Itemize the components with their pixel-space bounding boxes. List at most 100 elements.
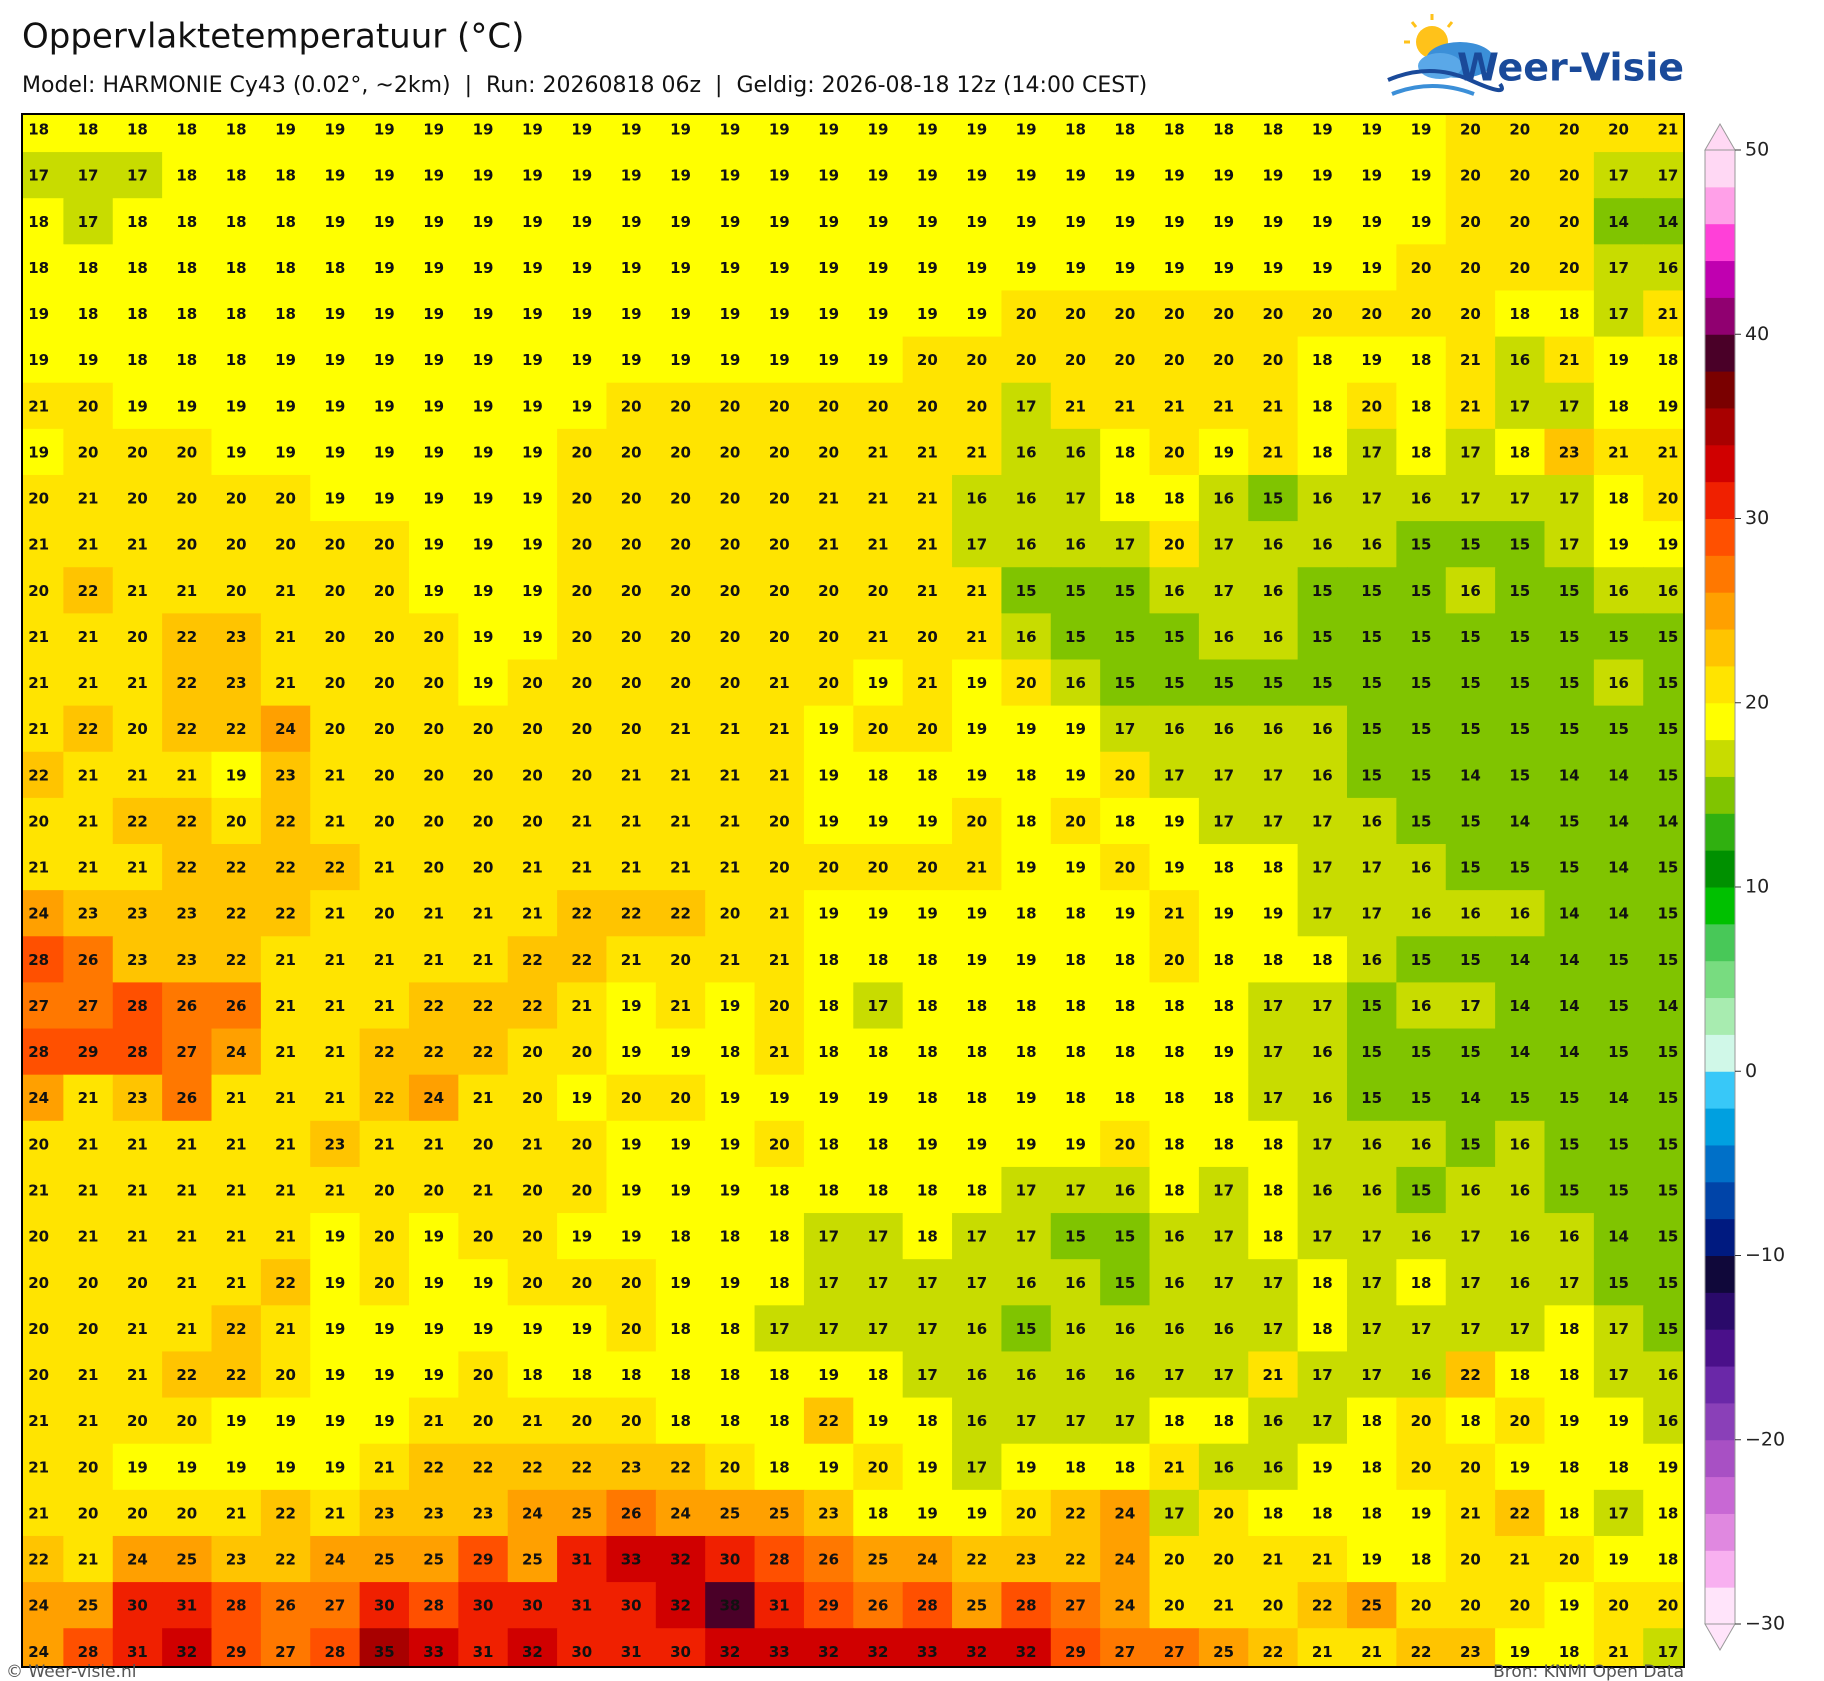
temperature-label: 19 bbox=[374, 1320, 395, 1338]
temperature-label: 21 bbox=[1263, 397, 1284, 415]
temperature-cell bbox=[1297, 982, 1348, 1030]
temperature-label: 18 bbox=[1114, 443, 1135, 461]
temperature-label: 14 bbox=[1460, 766, 1481, 784]
temperature-label: 15 bbox=[1559, 582, 1580, 600]
temperature-cell bbox=[260, 659, 311, 707]
temperature-cell bbox=[458, 1028, 509, 1076]
temperature-cell bbox=[952, 114, 1002, 153]
colorbar-tick-label: 50 bbox=[1745, 139, 1769, 161]
temperature-label: 20 bbox=[324, 536, 345, 554]
temperature-label: 21 bbox=[324, 997, 345, 1015]
temperature-cell bbox=[705, 1535, 756, 1583]
temperature-label: 22 bbox=[818, 1412, 839, 1430]
temperature-cell bbox=[260, 567, 311, 614]
temperature-cell bbox=[260, 1582, 311, 1629]
temperature-label: 17 bbox=[1114, 1412, 1135, 1430]
temperature-cell bbox=[754, 290, 805, 338]
temperature-label: 20 bbox=[966, 351, 987, 369]
temperature-label: 20 bbox=[1509, 121, 1530, 139]
temperature-cell bbox=[557, 521, 607, 568]
temperature-cell bbox=[1495, 844, 1545, 891]
temperature-label: 20 bbox=[522, 674, 543, 692]
temperature-cell bbox=[1643, 705, 1684, 753]
temperature-cell bbox=[1248, 1028, 1299, 1076]
temperature-label: 22 bbox=[176, 720, 197, 738]
temperature-label: 23 bbox=[1460, 1643, 1481, 1661]
temperature-cell bbox=[1149, 152, 1200, 199]
temperature-cell bbox=[1001, 1535, 1052, 1583]
temperature-cell bbox=[754, 1166, 805, 1214]
temperature-cell bbox=[902, 1535, 953, 1583]
temperature-label: 18 bbox=[868, 1181, 889, 1199]
temperature-label: 20 bbox=[818, 628, 839, 646]
temperature-cell bbox=[655, 1351, 706, 1399]
temperature-label: 15 bbox=[1657, 1228, 1678, 1246]
temperature-cell bbox=[63, 1259, 114, 1306]
temperature-label: 21 bbox=[1263, 443, 1284, 461]
temperature-cell bbox=[63, 336, 114, 384]
temperature-label: 23 bbox=[374, 1504, 395, 1522]
temperature-label: 18 bbox=[917, 1412, 938, 1430]
temperature-cell bbox=[507, 936, 558, 983]
temperature-cell bbox=[655, 474, 706, 522]
temperature-label: 20 bbox=[28, 1274, 49, 1292]
temperature-cell bbox=[853, 290, 904, 338]
temperature-label: 15 bbox=[1657, 951, 1678, 969]
temperature-cell bbox=[1149, 290, 1200, 338]
temperature-label: 18 bbox=[1312, 1504, 1333, 1522]
temperature-label: 31 bbox=[571, 1597, 592, 1615]
temperature-label: 20 bbox=[522, 1274, 543, 1292]
temperature-label: 17 bbox=[1608, 167, 1629, 185]
temperature-cell bbox=[162, 382, 212, 430]
temperature-label: 21 bbox=[1263, 1366, 1284, 1384]
temperature-cell bbox=[1149, 844, 1200, 891]
temperature-cell bbox=[112, 114, 163, 153]
temperature-cell bbox=[1396, 1074, 1447, 1122]
temperature-cell bbox=[606, 1628, 657, 1667]
temperature-cell bbox=[1593, 382, 1644, 430]
temperature-cell bbox=[606, 1305, 657, 1352]
temperature-label: 24 bbox=[1114, 1504, 1135, 1522]
temperature-cell bbox=[1248, 1489, 1299, 1537]
temperature-label: 15 bbox=[1164, 674, 1185, 692]
temperature-cell bbox=[211, 844, 262, 891]
temperature-cell bbox=[705, 1259, 756, 1306]
temperature-cell bbox=[1396, 1582, 1447, 1629]
temperature-label: 20 bbox=[818, 443, 839, 461]
temperature-cell bbox=[1297, 1535, 1348, 1583]
temperature-cell bbox=[359, 1489, 410, 1537]
temperature-label: 20 bbox=[1411, 1597, 1432, 1615]
temperature-cell bbox=[1643, 844, 1684, 891]
temperature-cell bbox=[1050, 1213, 1101, 1260]
temperature-label: 17 bbox=[1263, 812, 1284, 830]
temperature-cell bbox=[606, 797, 657, 845]
temperature-cell bbox=[1149, 1305, 1200, 1352]
temperature-label: 22 bbox=[670, 1458, 691, 1476]
temperature-label: 19 bbox=[324, 305, 345, 323]
temperature-label: 14 bbox=[1608, 812, 1629, 830]
temperature-cell bbox=[1297, 1443, 1348, 1491]
temperature-cell bbox=[22, 1397, 64, 1445]
temperature-cell bbox=[1248, 114, 1299, 153]
temperature-label: 20 bbox=[324, 720, 345, 738]
temperature-label: 14 bbox=[1559, 997, 1580, 1015]
temperature-cell bbox=[211, 1305, 262, 1352]
temperature-label: 21 bbox=[78, 628, 99, 646]
temperature-cell bbox=[63, 982, 114, 1030]
temperature-label: 17 bbox=[1559, 1274, 1580, 1292]
temperature-label: 28 bbox=[917, 1597, 938, 1615]
temperature-label: 18 bbox=[127, 213, 148, 231]
temperature-label: 18 bbox=[1114, 490, 1135, 508]
temperature-label: 16 bbox=[1065, 1366, 1086, 1384]
temperature-label: 18 bbox=[176, 351, 197, 369]
footer-credit: © Weer-visie.nl bbox=[6, 1662, 136, 1681]
temperature-cell bbox=[1347, 751, 1397, 799]
temperature-cell bbox=[1248, 1120, 1299, 1168]
temperature-cell bbox=[1297, 474, 1348, 522]
temperature-cell bbox=[1001, 1259, 1052, 1306]
temperature-cell bbox=[1643, 567, 1684, 614]
temperature-cell bbox=[853, 567, 904, 614]
temperature-cell bbox=[1643, 1397, 1684, 1445]
temperature-label: 15 bbox=[1559, 1135, 1580, 1153]
temperature-label: 19 bbox=[374, 259, 395, 277]
